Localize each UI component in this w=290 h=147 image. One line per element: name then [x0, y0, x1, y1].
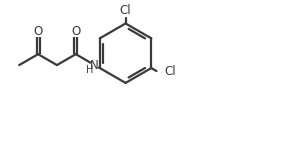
Text: H: H	[86, 65, 93, 75]
Text: O: O	[71, 25, 80, 38]
Text: N: N	[90, 59, 99, 72]
Text: O: O	[33, 25, 43, 38]
Text: Cl: Cl	[164, 65, 176, 77]
Text: Cl: Cl	[120, 4, 131, 17]
